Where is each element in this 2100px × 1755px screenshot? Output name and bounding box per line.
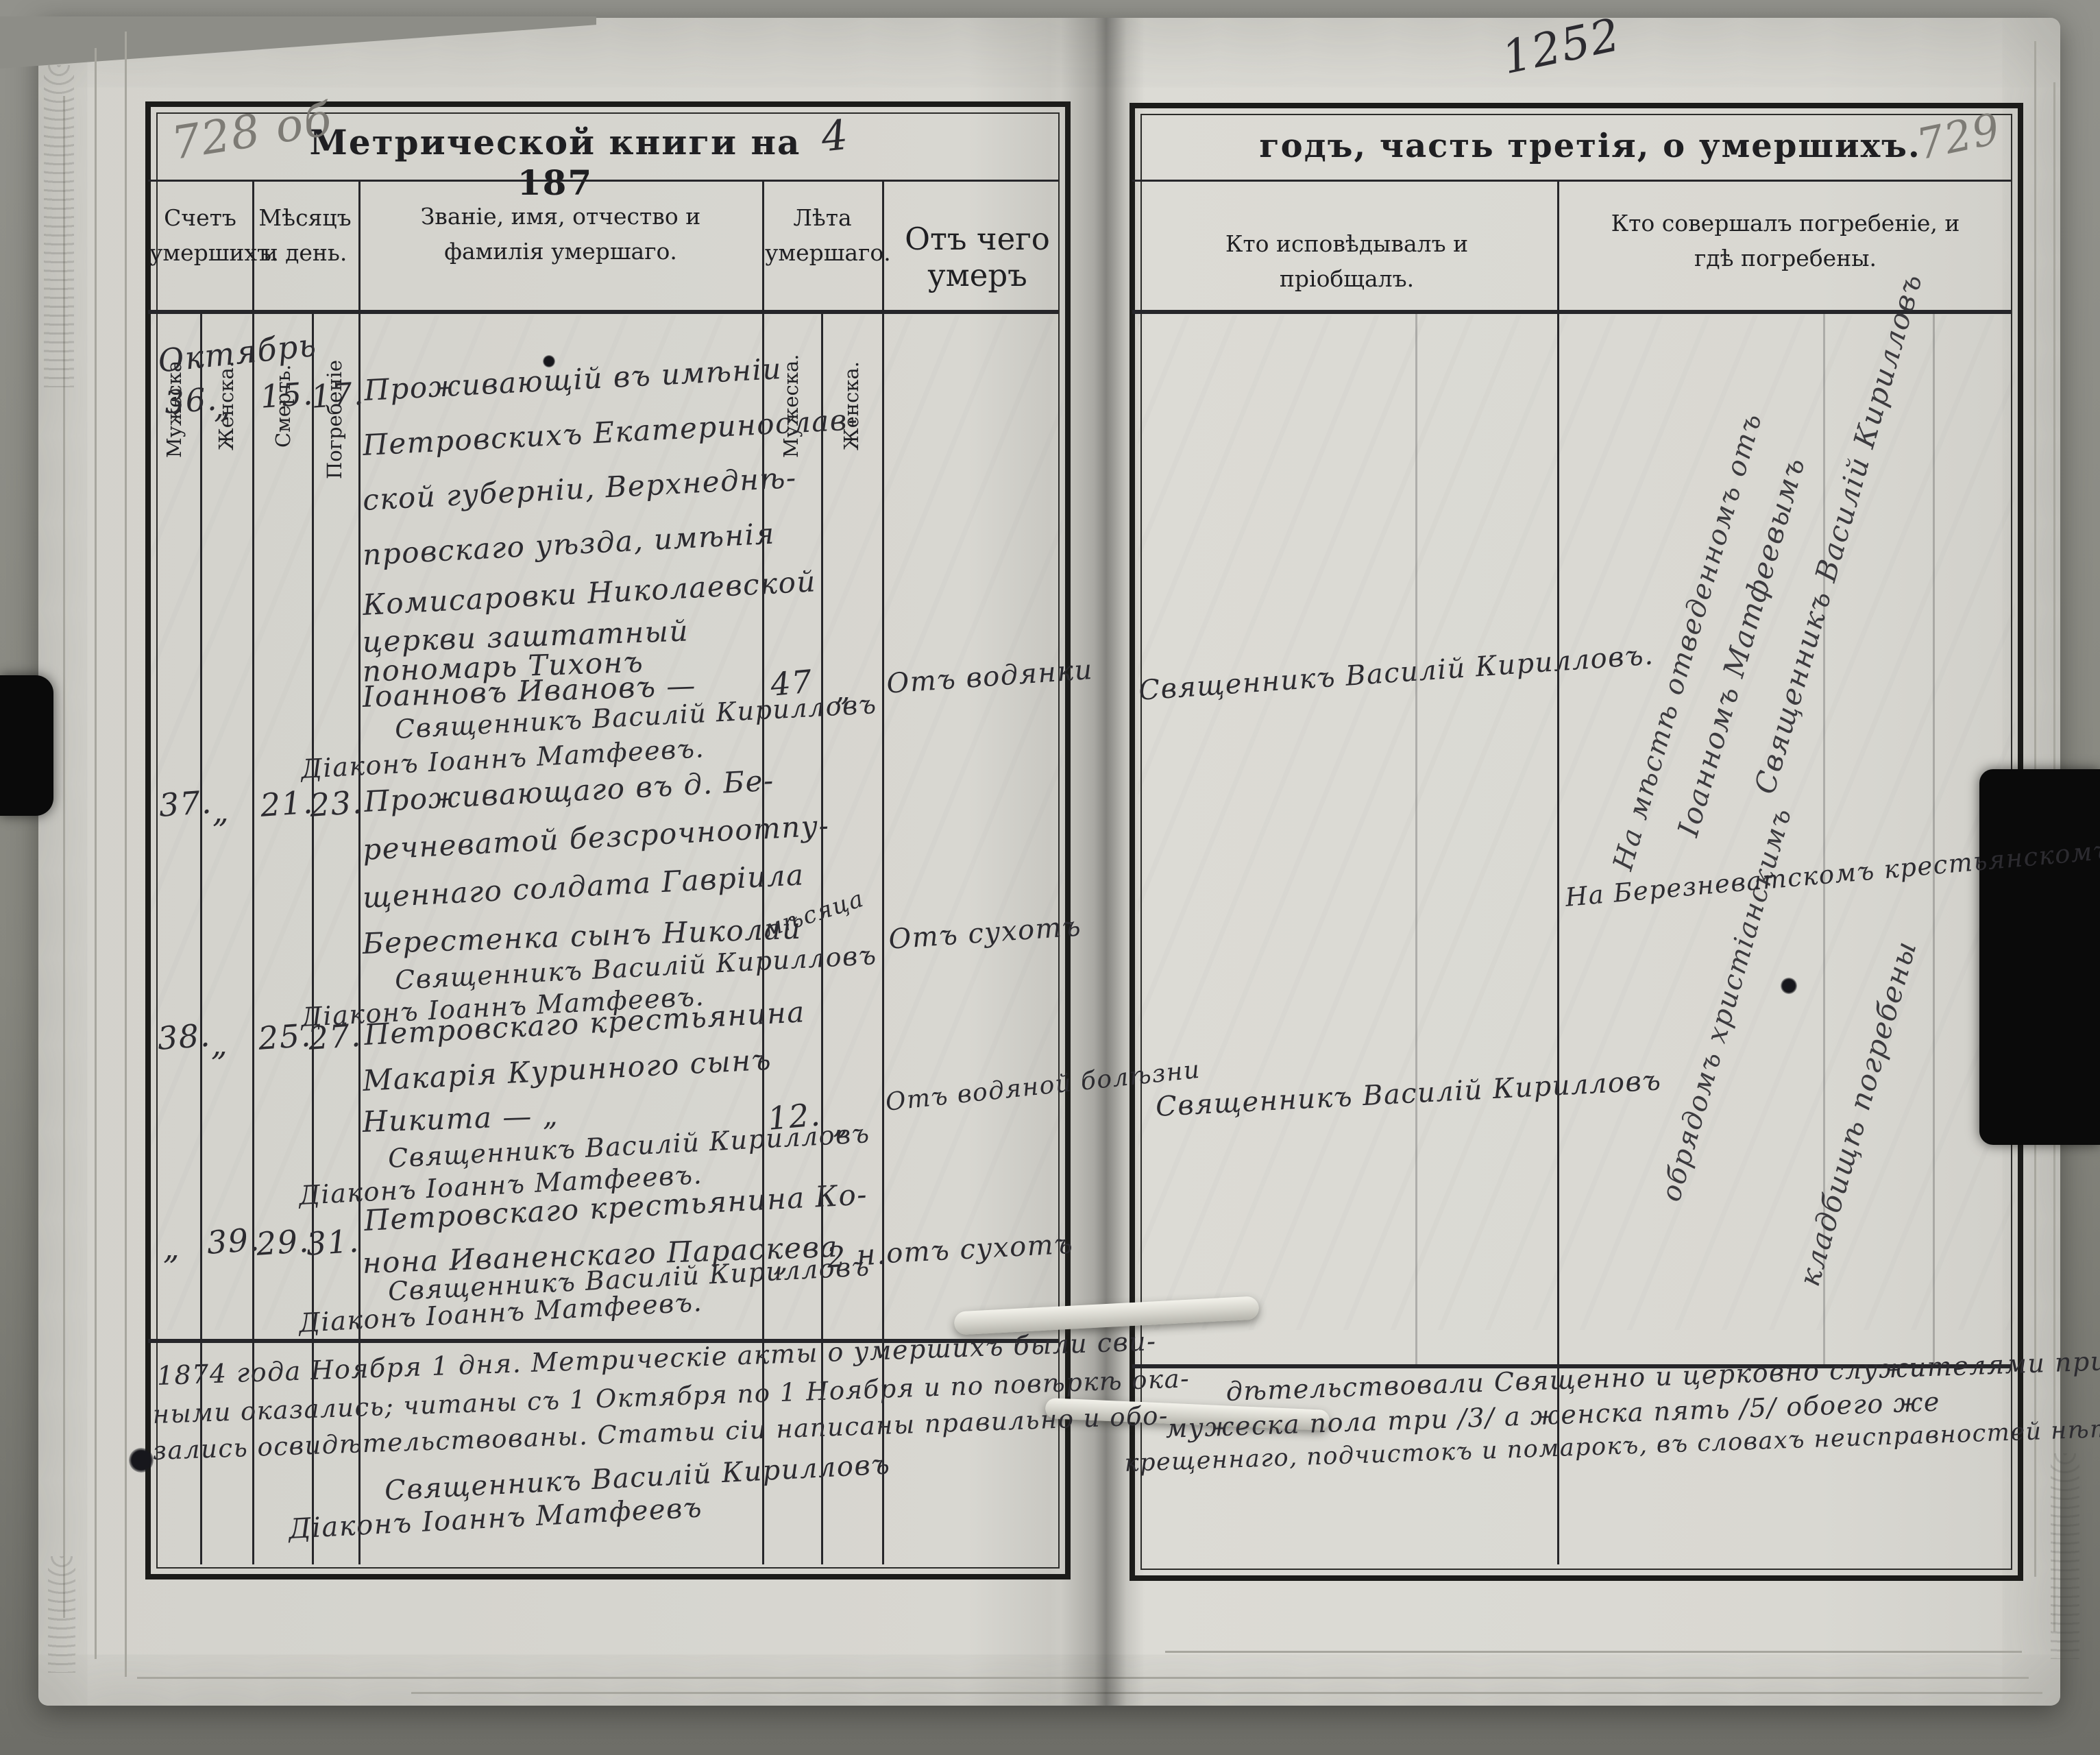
rule-faint bbox=[1823, 310, 1825, 1364]
page-stack-edge bbox=[63, 96, 65, 1618]
page-stack-edge bbox=[125, 32, 127, 1677]
r36-count-female: „ bbox=[214, 388, 232, 425]
r36-count-male: 36. bbox=[163, 380, 219, 421]
ornament-strip bbox=[2051, 1453, 2079, 1659]
header-age: Лѣта умершаго. bbox=[765, 204, 891, 267]
rule bbox=[1132, 310, 2011, 314]
r36-death-day: 15. bbox=[259, 374, 315, 415]
header-confessor: Кто исповѣдывалъ и пріобщалъ. bbox=[1225, 230, 1469, 293]
r37-death-day: 21. bbox=[259, 783, 315, 824]
book-gutter bbox=[1061, 18, 1145, 1706]
ink-blot bbox=[129, 1448, 154, 1473]
rule bbox=[148, 180, 1058, 182]
rule bbox=[148, 310, 1058, 314]
r36-age-female: „ bbox=[835, 673, 852, 708]
rule bbox=[200, 310, 202, 1564]
r38-burial-day: 27. bbox=[307, 1016, 363, 1057]
r36-burial-day: 17. bbox=[310, 374, 366, 415]
r39-death-day: 29. bbox=[255, 1222, 311, 1263]
right-clamp bbox=[1979, 769, 2100, 1145]
title-year-digit: 4 bbox=[819, 110, 851, 162]
r39-count-female: 39. bbox=[206, 1220, 262, 1261]
page-stack-edge bbox=[137, 1677, 2029, 1679]
rule bbox=[252, 180, 254, 1564]
page-stack-edge bbox=[411, 1692, 2042, 1694]
left-clamp bbox=[0, 675, 53, 816]
ink-blot bbox=[1781, 978, 1797, 994]
ornament-strip bbox=[44, 65, 74, 387]
r38-death-day: 25. bbox=[257, 1016, 313, 1057]
r38-count-female: „ bbox=[211, 1026, 229, 1063]
page-stack-edge bbox=[1165, 1651, 2022, 1653]
ink-blot bbox=[543, 355, 555, 367]
rule bbox=[312, 310, 314, 1564]
left-page-title: Метрической книги на 187 bbox=[309, 122, 801, 203]
rule bbox=[358, 180, 361, 1564]
r37-count-female: „ bbox=[212, 792, 230, 830]
book-spread bbox=[38, 18, 2060, 1706]
r39-burial-day: 31. bbox=[305, 1222, 361, 1263]
r39-age-male: „ bbox=[773, 1244, 790, 1278]
left-page-frame bbox=[145, 101, 1071, 1580]
r37-burial-day: 23. bbox=[308, 783, 365, 824]
r39-count-male: „ bbox=[163, 1229, 181, 1266]
rule bbox=[1132, 180, 2011, 182]
left-page-frame-inner bbox=[156, 112, 1060, 1569]
rule bbox=[1132, 1364, 2011, 1368]
header-cause: Отъ чего умеръ bbox=[905, 221, 1050, 293]
r37-count-male: 37. bbox=[158, 783, 214, 824]
rule bbox=[882, 180, 884, 1564]
r38-name-line3: Никита — „ bbox=[362, 1098, 559, 1139]
header-count: Счетъ умершихъ. bbox=[149, 204, 279, 267]
header-name: Званіе, имя, отчество и фамилія умершаго… bbox=[420, 203, 701, 265]
ornament-strip bbox=[48, 1556, 75, 1673]
rule-faint bbox=[1933, 310, 1935, 1364]
r38-count-male: 38. bbox=[156, 1016, 212, 1057]
rule-faint bbox=[1415, 310, 1417, 1364]
header-burial: Кто совершалъ погребеніе, и гдѣ погребен… bbox=[1611, 210, 1960, 272]
rule bbox=[821, 310, 823, 1564]
right-page-title: годъ, часть третія, о умершихъ. bbox=[1259, 127, 1921, 165]
r38-age-female: „ bbox=[833, 1106, 850, 1141]
header-month-day: Мѣсяцъ и день. bbox=[258, 204, 352, 267]
sub-burial: Погребеніе bbox=[323, 359, 346, 480]
rule bbox=[762, 180, 764, 1564]
rule bbox=[148, 1339, 1058, 1343]
page-stack-edge bbox=[95, 48, 97, 1659]
rule bbox=[1557, 180, 1559, 1564]
